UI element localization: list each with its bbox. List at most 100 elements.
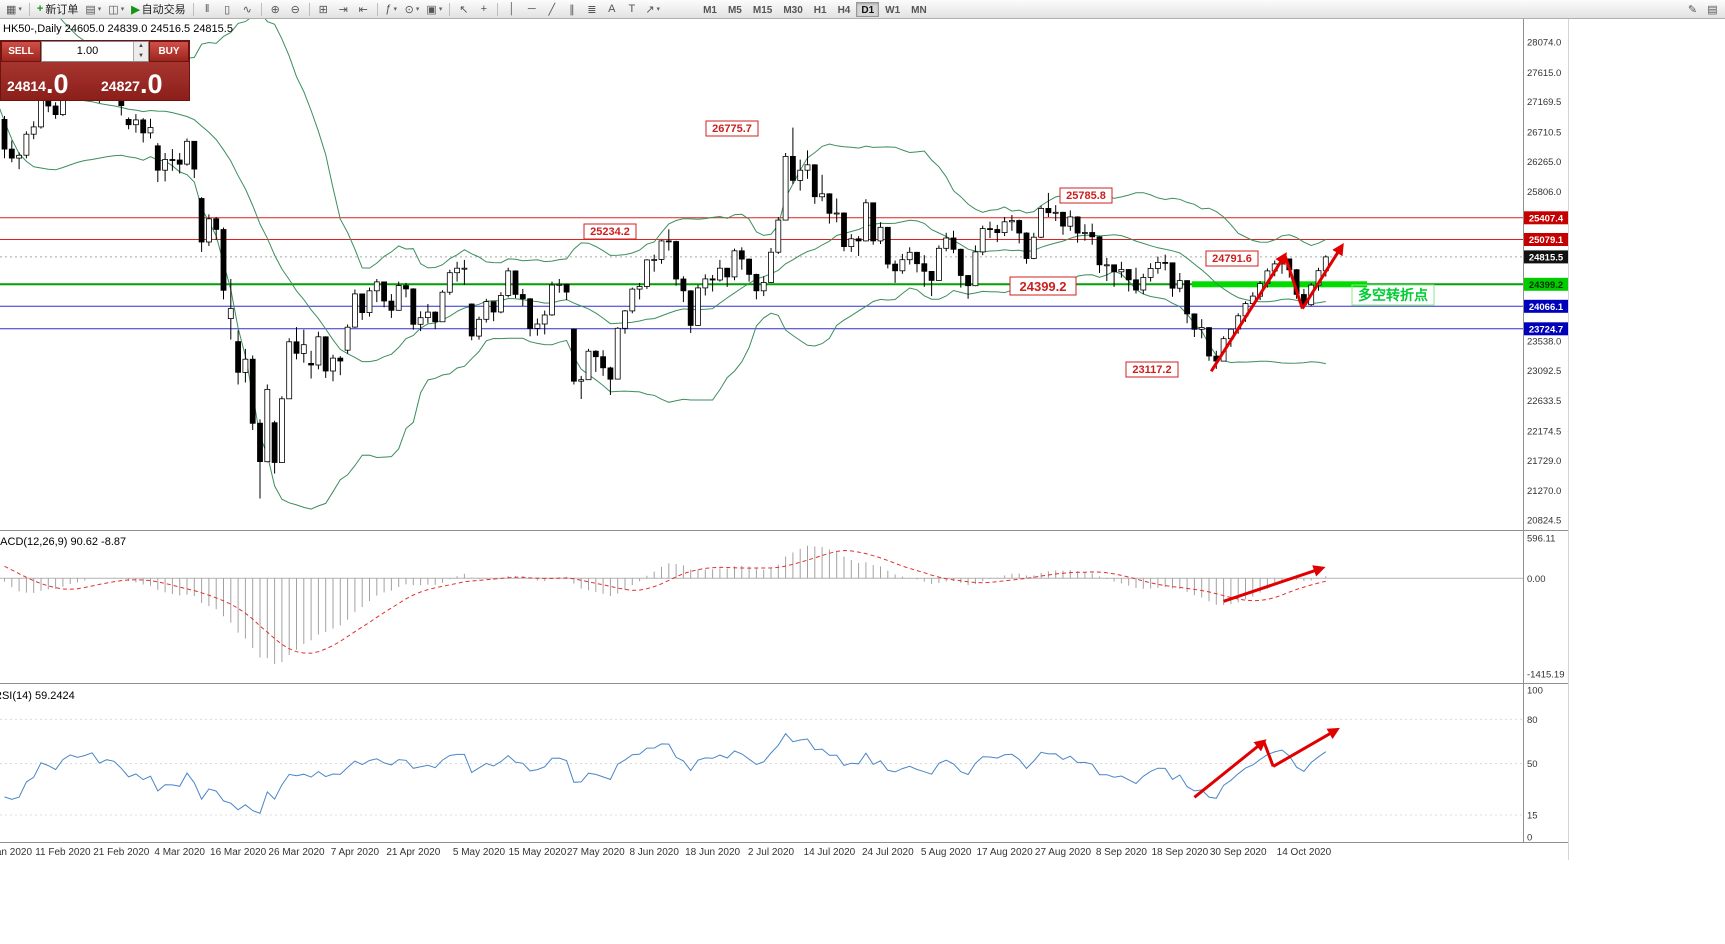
date-label: 21 Apr 2020 (386, 847, 440, 858)
auto-trading-button[interactable]: ▶ 自动交易 (128, 1, 188, 17)
chart-list-button[interactable]: ▤ ▾ (82, 1, 104, 17)
vertical-line-button[interactable]: │ (502, 1, 521, 17)
buy-button[interactable]: BUY (149, 41, 189, 62)
timeframe-m30-button[interactable]: M30 (778, 2, 807, 17)
zoom-out-icon: ⊖ (290, 3, 300, 16)
price-callout[interactable] (1205, 250, 1259, 267)
price-callout[interactable] (1059, 187, 1113, 204)
text-label-button[interactable]: T (622, 1, 641, 17)
lot-size-field[interactable]: 1.00 ▲ ▼ (41, 41, 149, 62)
axis-price-label (1524, 250, 1568, 264)
timeframe-mn-button[interactable]: MN (906, 2, 932, 17)
ask-price-big: .0 (139, 69, 163, 100)
timeframe-h4-button[interactable]: H4 (833, 2, 856, 17)
panel-button[interactable]: ▤ (1703, 1, 1722, 17)
annotation-text[interactable]: 多空转折点 (1358, 287, 1428, 303)
lot-size-value[interactable]: 1.00 (76, 45, 99, 57)
zoom-in-button[interactable]: ⊕ (266, 1, 285, 17)
trend-arrow[interactable] (1209, 252, 1287, 373)
svg-text:25407.4: 25407.4 (1529, 213, 1564, 224)
svg-text:26775.7: 26775.7 (712, 123, 752, 135)
trend-arrow[interactable] (1272, 727, 1340, 768)
chart-window-button[interactable]: ▦ ▾ (3, 1, 25, 17)
svg-text:80: 80 (1527, 715, 1538, 726)
periods-button[interactable]: ⊙ ▾ (402, 1, 423, 17)
vertical-line-icon: │ (508, 3, 516, 15)
templates-icon: ▣ (426, 3, 437, 16)
price-callout[interactable] (1125, 361, 1179, 378)
timeframe-h1-button[interactable]: H1 (809, 2, 832, 17)
trend-arrow[interactable] (1301, 242, 1344, 310)
trend-arrow[interactable] (1283, 254, 1304, 310)
fibonacci-button[interactable]: ≣ (582, 1, 601, 17)
horizontal-line-button[interactable]: ─ (522, 1, 541, 17)
arrows-menu-button[interactable]: ↗ ▾ (642, 1, 663, 17)
date-label: 5 May 2020 (453, 847, 506, 858)
trend-arrow[interactable] (1223, 565, 1326, 603)
candles (1, 72, 1329, 499)
trend-arrow[interactable] (1262, 740, 1275, 767)
price-axis: 28074.0 27615.0 27169.5 26710.5 26265.0 25806… (1524, 38, 1568, 844)
cursor-button[interactable]: ↖ (454, 1, 473, 17)
svg-text:23117.2: 23117.2 (1132, 364, 1171, 376)
trend-arrow[interactable] (1193, 739, 1267, 799)
templates-button[interactable]: ▣ ▾ (423, 1, 445, 17)
bollinger-middle (0, 58, 1326, 363)
svg-text:0.00: 0.00 (1527, 574, 1546, 585)
trendline-button[interactable]: ╱ (542, 1, 561, 17)
rsi-panel (0, 718, 1523, 816)
auto-scroll-icon: ⇥ (338, 3, 348, 16)
timeframe-w1-button[interactable]: W1 (880, 2, 905, 17)
svg-text:23538.0: 23538.0 (1527, 337, 1561, 348)
chart-shift-button[interactable]: ⇤ (354, 1, 373, 17)
price-callout[interactable] (583, 223, 637, 240)
profiles-button[interactable]: ◫ ▾ (105, 1, 127, 17)
sell-button[interactable]: SELL (1, 41, 41, 62)
date-label: 30 Sep 2020 (1210, 847, 1267, 858)
candlestick-chart-button[interactable]: ▯ (218, 1, 237, 17)
axis-price-label (1524, 211, 1568, 225)
svg-text:22174.5: 22174.5 (1527, 427, 1561, 438)
svg-text:27615.0: 27615.0 (1527, 68, 1561, 79)
date-label: 8 Jun 2020 (629, 847, 679, 858)
chart-title: HK50-,Daily 24605.0 24839.0 24516.5 2481… (3, 23, 233, 35)
text-button[interactable]: A (602, 1, 621, 17)
indicators-button[interactable]: ƒ ▾ (382, 1, 401, 17)
auto-scroll-button[interactable]: ⇥ (334, 1, 353, 17)
crosshair-button[interactable]: + (474, 1, 493, 17)
edit-button[interactable]: ✎ (1683, 1, 1702, 17)
lot-spinner: ▲ ▼ (133, 42, 148, 61)
indicators-icon: ƒ (385, 3, 392, 15)
date-label: 21 Feb 2020 (93, 847, 150, 858)
timeframe-m1-button[interactable]: M1 (698, 2, 722, 17)
tile-windows-button[interactable]: ⊞ (314, 1, 333, 17)
zoom-out-button[interactable]: ⊖ (286, 1, 305, 17)
panel-icon: ▤ (1707, 3, 1718, 16)
new-order-label: 新订单 (45, 4, 79, 16)
macd-label: MACD(12,26,9) 90.62 -8.87 (0, 536, 126, 548)
price-callout[interactable] (705, 120, 759, 137)
text-icon: A (608, 3, 616, 15)
timeframe-m15-button[interactable]: M15 (748, 2, 777, 17)
svg-text:15: 15 (1527, 811, 1538, 822)
toolbar-separator (449, 2, 451, 16)
buy-price[interactable]: 24827.0 (95, 62, 189, 100)
support-band[interactable] (1191, 281, 1368, 288)
lot-decrease-button[interactable]: ▼ (138, 52, 144, 59)
new-order-button[interactable]: + 新订单 (34, 1, 81, 17)
toolbar: ▦ ▾ + 新订单 ▤ ▾ ◫ ▾ ▶ 自动交易 ‖ ▯ ∿ ⊕ ⊖ ⊞ ⇥ ⇤ ƒ ▾ ⊙… (0, 0, 1725, 19)
bar-chart-button[interactable]: ‖ (198, 1, 217, 17)
timeframe-d1-button[interactable]: D1 (856, 1, 880, 17)
plus-icon: + (36, 3, 44, 15)
timeframe-m5-button[interactable]: M5 (723, 2, 747, 17)
date-label: 8 Sep 2020 (1096, 847, 1148, 858)
toolbar-separator (28, 2, 30, 16)
price-callout[interactable] (1009, 276, 1077, 296)
line-chart-button[interactable]: ∿ (238, 1, 257, 17)
lot-increase-button[interactable]: ▲ (138, 43, 144, 49)
channel-button[interactable]: ∥ (562, 1, 581, 17)
annotation-box[interactable] (1351, 284, 1435, 306)
date-label: 14 Jul 2020 (804, 847, 856, 858)
sell-price[interactable]: 24814.0 (1, 62, 95, 100)
